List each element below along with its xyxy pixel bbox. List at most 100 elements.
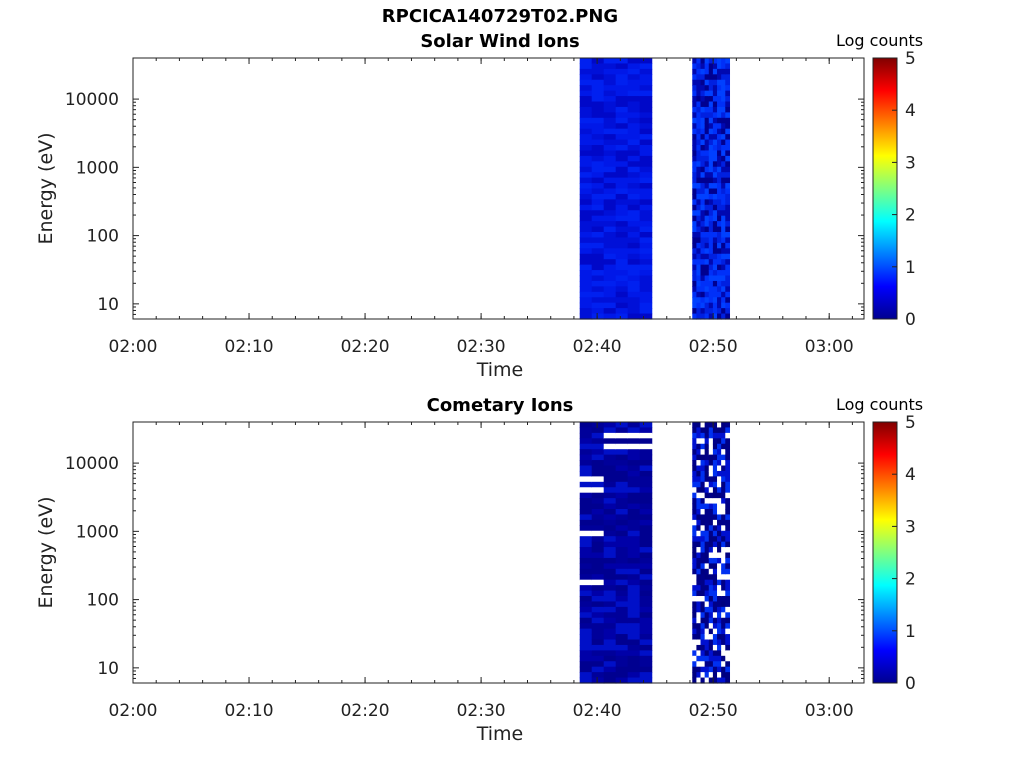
heatmap-cell (603, 221, 617, 228)
heatmap-cell (721, 525, 726, 532)
heatmap-cell (712, 596, 718, 603)
heatmap-cell (603, 536, 617, 543)
heatmap-cell (591, 650, 605, 657)
heatmap-cell (721, 286, 726, 293)
heatmap-cell (725, 123, 731, 130)
heatmap-cell (591, 226, 605, 233)
heatmap-cell (615, 541, 629, 548)
heatmap-cell (591, 487, 605, 494)
heatmap-cell (712, 492, 718, 499)
heatmap-cell (700, 101, 706, 108)
heatmap-cell (712, 253, 718, 260)
heatmap-cell (712, 117, 718, 124)
heatmap-cell (639, 172, 653, 179)
heatmap-cell (704, 492, 710, 499)
heatmap-cell (696, 460, 702, 467)
heatmap-cell (627, 155, 641, 162)
y-tick-label: 1000 (76, 522, 119, 542)
heatmap-cell (725, 427, 731, 434)
heatmap-cell (708, 204, 714, 211)
heatmap-cell (603, 150, 617, 157)
heatmap-cell (700, 525, 706, 532)
heatmap-cell (704, 552, 710, 559)
heatmap-cell (712, 438, 718, 445)
heatmap-cell (603, 166, 617, 173)
heatmap-cell (725, 63, 731, 70)
heatmap-cell (712, 112, 718, 119)
heatmap-cell (704, 106, 710, 113)
colorbar-tick-label: 0 (905, 310, 916, 330)
heatmap-cell (603, 552, 617, 559)
heatmap-cell (627, 74, 641, 81)
heatmap-cell (692, 628, 697, 635)
heatmap-cell (725, 150, 731, 157)
heatmap-cell (591, 552, 605, 559)
heatmap-cell (579, 541, 593, 548)
heatmap-cell (725, 644, 731, 651)
heatmap-cell (639, 183, 653, 190)
heatmap-cell (591, 291, 605, 298)
heatmap-cell (627, 68, 641, 75)
heatmap-cell (579, 644, 593, 651)
heatmap-cell (717, 155, 722, 162)
heatmap-cell (712, 275, 718, 282)
y-tick-label: 100 (87, 227, 119, 247)
heatmap-cell (708, 596, 714, 603)
heatmap-cell (627, 58, 641, 65)
heatmap-cell (696, 519, 702, 526)
heatmap-cell (579, 460, 593, 467)
heatmap-cell (708, 63, 714, 70)
heatmap-cell (708, 519, 714, 526)
heatmap-cell (615, 166, 629, 173)
heatmap-cell (725, 106, 731, 113)
heatmap-cell (708, 509, 714, 516)
heatmap-cell (721, 623, 726, 630)
heatmap-cell (721, 677, 726, 684)
heatmap-cell (603, 438, 617, 445)
heatmap-cell (700, 166, 706, 173)
heatmap-cell (579, 96, 593, 103)
heatmap-cell (591, 248, 605, 255)
heatmap-cell (721, 210, 726, 217)
heatmap-cell (700, 58, 706, 65)
heatmap-cell (627, 275, 641, 282)
heatmap-cell (627, 460, 641, 467)
heatmap-cell (712, 226, 718, 233)
heatmap-cell (639, 150, 653, 157)
heatmap-cell (712, 286, 718, 293)
heatmap-cell (700, 204, 706, 211)
heatmap-cell (717, 68, 722, 75)
heatmap-cell (696, 590, 702, 597)
heatmap-cell (615, 492, 629, 499)
heatmap-cell (627, 623, 641, 630)
heatmap-cell (700, 432, 706, 439)
heatmap-cell (708, 199, 714, 206)
heatmap-cell (579, 221, 593, 228)
heatmap-cell (721, 90, 726, 97)
heatmap-cell (615, 498, 629, 505)
heatmap-cell (704, 617, 710, 624)
colorbar-tick-label: 1 (905, 258, 916, 278)
heatmap-cell (603, 422, 617, 429)
heatmap-cell (579, 248, 593, 255)
heatmap-cell (579, 672, 593, 679)
heatmap-cell (721, 161, 726, 168)
heatmap-cell (708, 498, 714, 505)
heatmap-cell (579, 547, 593, 554)
heatmap-cell (579, 606, 593, 613)
heatmap-cell (696, 112, 702, 119)
heatmap-cell (708, 139, 714, 146)
heatmap-cell (725, 449, 731, 456)
heatmap-cell (712, 677, 718, 684)
heatmap-cell (603, 226, 617, 233)
heatmap-cell (615, 514, 629, 521)
heatmap-cell (603, 443, 617, 450)
heatmap-cell (717, 650, 722, 657)
heatmap-cell (639, 525, 653, 532)
y-tick-label: 10000 (65, 454, 119, 474)
heatmap-cell (579, 443, 593, 450)
heatmap-cell (603, 117, 617, 124)
heatmap-cell (717, 123, 722, 130)
heatmap-cell (700, 215, 706, 222)
heatmap-cell (692, 139, 697, 146)
